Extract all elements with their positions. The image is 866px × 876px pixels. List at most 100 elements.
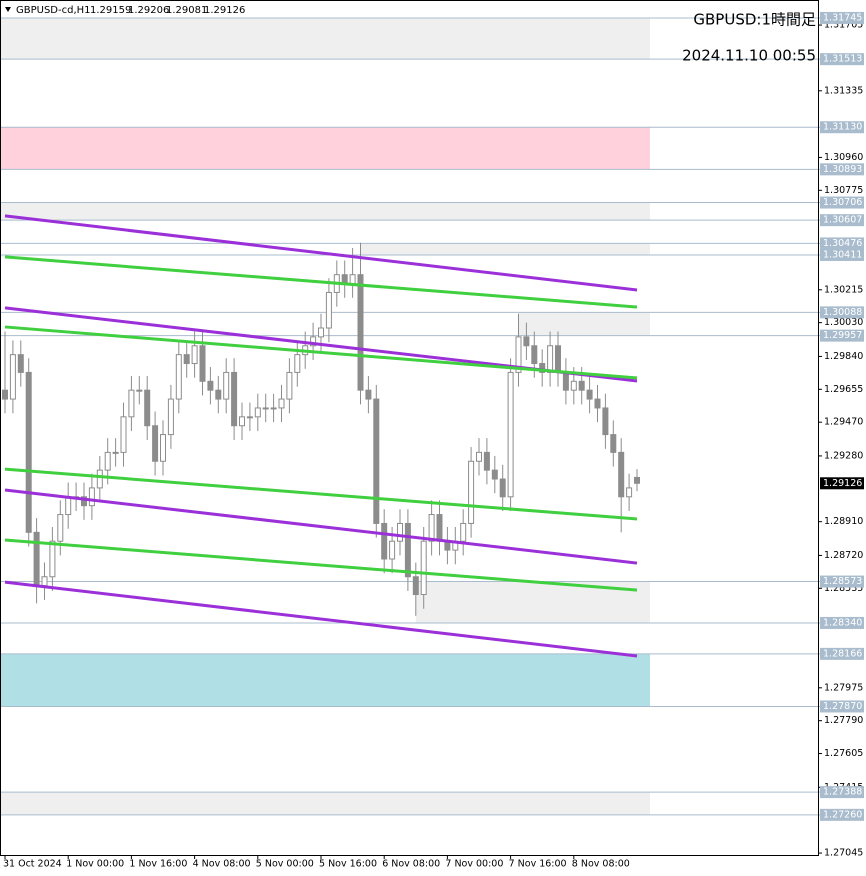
candle-body xyxy=(2,389,8,400)
candle-body xyxy=(428,514,435,542)
level-label-bg xyxy=(820,786,864,799)
trend-line xyxy=(4,488,638,565)
level-label: 1.31745 xyxy=(823,12,862,23)
zone xyxy=(1,653,650,707)
y-tick-label: 1.27045 xyxy=(824,848,863,859)
x-tick-label: 5 Nov 00:00 xyxy=(256,859,314,870)
candle-body xyxy=(286,371,293,400)
y-tick-label: 1.31705 xyxy=(824,20,863,31)
y-tick-label: 1.29470 xyxy=(824,417,863,428)
candle-body xyxy=(547,345,554,373)
level-label: 1.28340 xyxy=(823,617,862,628)
level-label: 1.30706 xyxy=(823,197,862,208)
candle-body xyxy=(436,514,443,542)
level-label-bg xyxy=(820,616,864,629)
trend-line xyxy=(4,538,638,592)
level-label-bg xyxy=(820,196,864,209)
candle-body xyxy=(468,460,475,524)
y-tick-label: 1.27605 xyxy=(824,748,863,759)
symbol: GBPUSD-cd,H1 xyxy=(16,5,91,16)
y-tick-label: 1.30215 xyxy=(824,284,863,295)
level-label-bg xyxy=(820,808,864,821)
y-tick-label: 1.29840 xyxy=(824,351,863,362)
candle-body xyxy=(191,345,198,365)
y-tick-label: 1.27790 xyxy=(824,715,863,726)
candle-body xyxy=(199,345,206,382)
trend-line xyxy=(4,214,638,292)
candle-body xyxy=(33,531,40,587)
menu-arrow[interactable] xyxy=(5,7,11,12)
level-label-bg xyxy=(820,700,864,713)
y-tick-label: 1.30775 xyxy=(824,185,863,196)
candle-body xyxy=(602,407,609,436)
x-tick-label: 7 Nov 16:00 xyxy=(509,859,567,870)
candle-body xyxy=(412,576,419,596)
level-label: 1.28166 xyxy=(823,648,862,659)
x-tick-label: 5 Nov 16:00 xyxy=(319,859,377,870)
x-tick-label: 6 Nov 08:00 xyxy=(382,859,440,870)
candle-body xyxy=(254,407,261,418)
level-label: 1.28573 xyxy=(823,576,862,587)
candle-body xyxy=(365,389,372,400)
candle-body xyxy=(539,363,546,373)
candle-body xyxy=(610,434,617,453)
level-label: 1.29957 xyxy=(823,330,862,341)
candle-body xyxy=(499,478,506,498)
candle-body xyxy=(483,451,490,471)
level-label: 1.27870 xyxy=(823,701,862,712)
y-tick-label: 1.31335 xyxy=(824,85,863,96)
zone xyxy=(1,17,650,60)
y-tick-label: 1.29280 xyxy=(824,450,863,461)
level-label-bg xyxy=(820,329,864,342)
level-label: 1.31130 xyxy=(823,122,862,133)
y-tick-label: 1.28720 xyxy=(824,550,863,561)
candle-body xyxy=(634,476,640,484)
level-label-bg xyxy=(820,214,864,227)
zone xyxy=(518,312,650,336)
candle-body xyxy=(562,371,569,391)
candle-body xyxy=(167,398,174,436)
candle-body xyxy=(175,354,182,400)
candle-body xyxy=(96,469,103,489)
x-tick-label: 1 Nov 00:00 xyxy=(66,859,124,870)
zone xyxy=(1,792,650,815)
level-label-bg xyxy=(820,647,864,660)
candle-body xyxy=(57,514,64,542)
candle-body xyxy=(152,425,159,462)
candle-body xyxy=(223,371,230,400)
candle-body xyxy=(325,291,332,329)
candle-body xyxy=(523,336,530,347)
x-tick-label: 4 Nov 08:00 xyxy=(193,859,251,870)
header-low: 1.29081 xyxy=(166,5,207,16)
candle-body xyxy=(81,496,87,507)
level-label-bg xyxy=(820,53,864,66)
x-tick-label: 1 Nov 16:00 xyxy=(129,859,187,870)
candle-body xyxy=(476,451,482,462)
candle-body xyxy=(389,540,396,560)
y-tick-label: 1.30960 xyxy=(824,152,863,163)
candle-body xyxy=(491,469,498,480)
trend-line xyxy=(4,580,638,658)
x-tick-label: 8 Nov 08:00 xyxy=(572,859,630,870)
level-label: 1.30088 xyxy=(823,307,862,318)
candle-body xyxy=(586,389,593,400)
candle-body xyxy=(246,416,253,419)
candle-body xyxy=(531,345,538,365)
level-label: 1.30893 xyxy=(823,164,862,175)
header-open: 1.29159 xyxy=(90,5,131,16)
candle-body xyxy=(112,451,119,454)
level-label-bg xyxy=(820,163,864,176)
zone xyxy=(1,202,650,221)
candle-body xyxy=(373,398,380,524)
candle-body xyxy=(349,274,356,285)
level-label-bg xyxy=(820,575,864,588)
candle-body xyxy=(507,371,514,498)
y-tick-label: 1.27975 xyxy=(824,682,863,693)
trend-line xyxy=(4,467,638,521)
level-label: 1.30607 xyxy=(823,215,862,226)
candle-body xyxy=(25,371,32,533)
candle-body xyxy=(460,522,467,542)
candle-body xyxy=(555,345,561,373)
candle-body xyxy=(144,389,151,427)
